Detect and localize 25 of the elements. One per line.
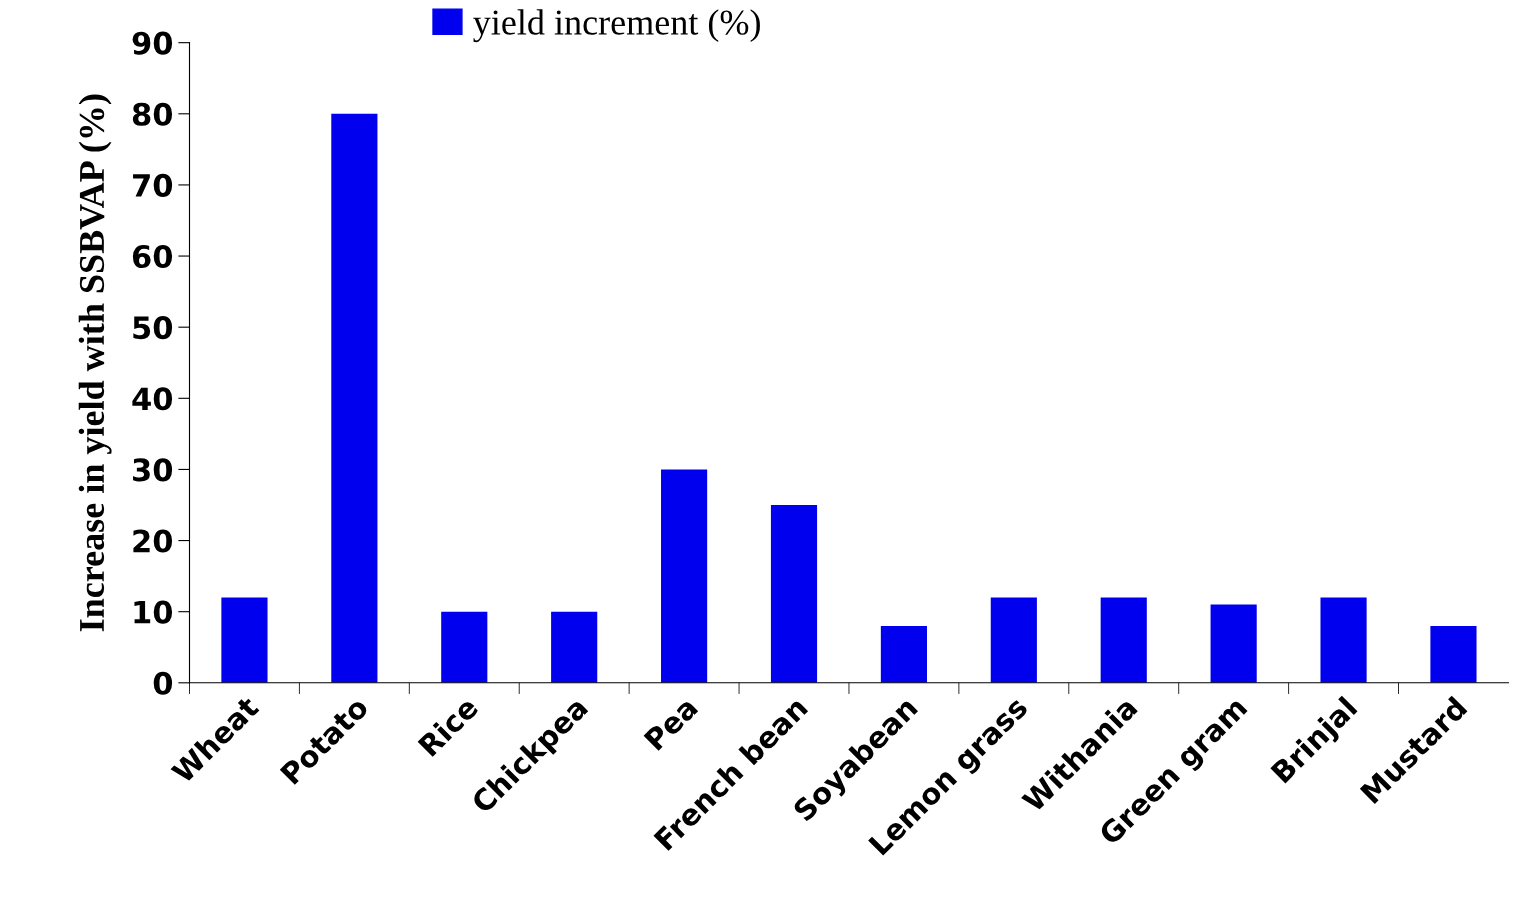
- bar: [1210, 604, 1257, 683]
- bar: [221, 597, 268, 683]
- x-tick-label: Pea: [643, 696, 699, 752]
- bar: [331, 113, 378, 683]
- y-tick-label: 60: [132, 244, 173, 269]
- bar: [1430, 625, 1477, 683]
- y-tick-label: 30: [133, 458, 173, 482]
- y-axis-title: Increase in yield with SSBVAP (%): [78, 94, 112, 632]
- y-tick-label: 80: [132, 102, 173, 126]
- bar: [551, 611, 598, 683]
- legend-label: yield increment (%): [473, 9, 760, 43]
- y-tick-label: 0: [153, 671, 173, 695]
- bar: [1320, 597, 1367, 683]
- y-tick-label: 70: [133, 173, 173, 197]
- y-tick-label: 10: [134, 600, 173, 624]
- bar: [1100, 597, 1147, 683]
- y-tick-label: 50: [133, 316, 173, 340]
- bar: [661, 469, 708, 683]
- bar: [441, 611, 488, 683]
- y-tick-label: 90: [132, 31, 173, 55]
- y-tick-label: 40: [132, 387, 173, 411]
- y-tick-label: 20: [133, 529, 173, 553]
- bar: [990, 597, 1037, 683]
- bar: [880, 625, 927, 683]
- bar: [770, 505, 818, 683]
